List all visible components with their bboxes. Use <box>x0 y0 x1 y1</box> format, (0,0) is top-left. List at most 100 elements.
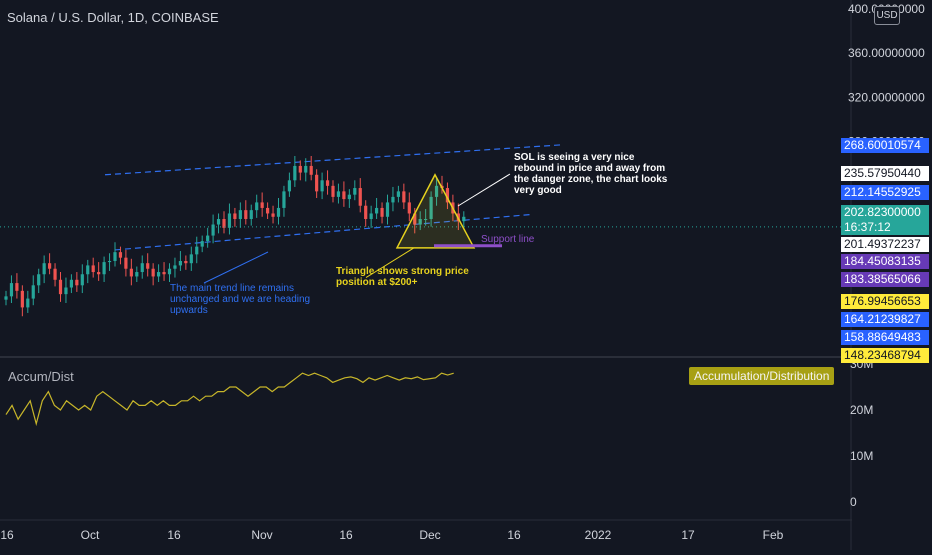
annotation-sol: SOL is seeing a very nice rebound in pri… <box>514 152 668 196</box>
sol-pointer <box>457 173 511 207</box>
candle-body <box>276 207 281 217</box>
candle-body <box>140 263 144 273</box>
candle-body <box>53 268 57 280</box>
candle-body <box>364 205 368 219</box>
time-tick: Nov <box>251 528 273 542</box>
annotation-triangle: Triangle shows strong price position at … <box>336 266 469 288</box>
trend-channel <box>104 144 561 251</box>
candle-body <box>26 298 30 308</box>
candle-body <box>129 268 133 277</box>
currency-button[interactable]: USD <box>874 6 900 25</box>
candle-body <box>91 265 95 273</box>
candle-body <box>424 218 428 220</box>
candle-body <box>118 252 123 258</box>
candle-body <box>255 202 259 211</box>
candles <box>4 155 466 317</box>
candle-body <box>434 185 439 197</box>
time-tick: Oct <box>80 528 100 542</box>
candle-body <box>325 180 330 186</box>
candle-body <box>86 265 90 275</box>
candle-body <box>222 218 226 228</box>
candle-body <box>48 263 52 269</box>
candle-body <box>413 213 417 225</box>
candle-body <box>244 210 248 219</box>
candle-body <box>402 191 406 203</box>
candle-body <box>200 241 204 247</box>
candle-body <box>195 246 199 255</box>
candle-body <box>266 207 270 214</box>
candle-body <box>107 260 112 263</box>
candle-body <box>298 165 302 173</box>
indicator-tag: Accumulation/Distribution <box>689 367 835 385</box>
price-tick: 360.00000000 <box>848 46 925 60</box>
triangle-shape <box>395 173 476 249</box>
candle-body <box>211 224 215 236</box>
time-tick: 2022 <box>584 528 612 542</box>
candle-body <box>4 296 8 300</box>
time-tick: 16 <box>507 528 521 542</box>
candle-body <box>124 257 128 269</box>
trend-pointer <box>203 251 269 284</box>
price-label: 158.88649483 <box>841 330 929 345</box>
candle-body <box>396 191 400 197</box>
overlays <box>0 173 851 284</box>
time-tick: 16 <box>339 528 353 542</box>
symbol-title: Solana / U.S. Dollar, 1D, COINBASE <box>7 10 219 25</box>
annotation-trend: The main trend line remains unchanged an… <box>170 283 311 316</box>
time-tick: 16 <box>0 528 14 542</box>
candle-body <box>358 188 362 206</box>
candle-body <box>385 202 390 217</box>
price-label: 148.23468794 <box>841 348 929 363</box>
candle-body <box>336 191 341 197</box>
candle-body <box>80 274 84 286</box>
time-tick: 17 <box>681 528 695 542</box>
candle-body <box>151 268 155 277</box>
candle-body <box>369 213 373 219</box>
candle-body <box>15 283 19 291</box>
time-tick: 16 <box>167 528 181 542</box>
indicator-label[interactable]: Accum/Dist <box>8 369 74 384</box>
price-label: 184.45083135 <box>841 254 929 269</box>
candle-body <box>462 216 466 222</box>
candle-body <box>184 260 188 264</box>
candle-body <box>407 202 411 214</box>
candle-body <box>347 194 351 200</box>
upper-trend-line <box>104 144 561 176</box>
price-label: 268.60010574 <box>841 138 929 153</box>
candle-body <box>429 196 433 219</box>
candle-body <box>42 263 46 275</box>
indicator-tick: 0 <box>850 495 857 509</box>
candle-body <box>64 287 68 295</box>
candle-body <box>157 272 161 277</box>
candle-body <box>167 268 172 275</box>
candle-body <box>146 263 150 269</box>
candle-body <box>37 274 41 286</box>
candle-body <box>375 207 379 214</box>
price-label: 201.49372237 <box>841 237 929 252</box>
annotation-support: Support line <box>481 234 535 245</box>
price-label: 202.82300000 <box>841 205 929 220</box>
candle-body <box>178 260 182 266</box>
candle-body <box>227 213 232 228</box>
candle-body <box>69 279 73 288</box>
price-label: 16:37:12 <box>841 220 929 235</box>
candle-body <box>287 180 291 192</box>
candle-body <box>315 174 319 192</box>
candle-body <box>282 191 286 208</box>
candle-body <box>233 213 237 219</box>
price-tick: 320.00000000 <box>848 90 925 104</box>
candle-body <box>342 191 346 200</box>
accum-dist-line <box>5 372 454 427</box>
candle-body <box>391 196 395 203</box>
candle-body <box>97 272 101 275</box>
candle-body <box>418 218 422 225</box>
candle-body <box>9 283 14 297</box>
candle-body <box>75 279 79 286</box>
candle-body <box>173 265 177 269</box>
price-label: 176.99456653 <box>841 294 929 309</box>
price-label: 183.38565066 <box>841 272 929 287</box>
accum-dist-path <box>5 372 454 427</box>
candle-body <box>189 254 193 264</box>
